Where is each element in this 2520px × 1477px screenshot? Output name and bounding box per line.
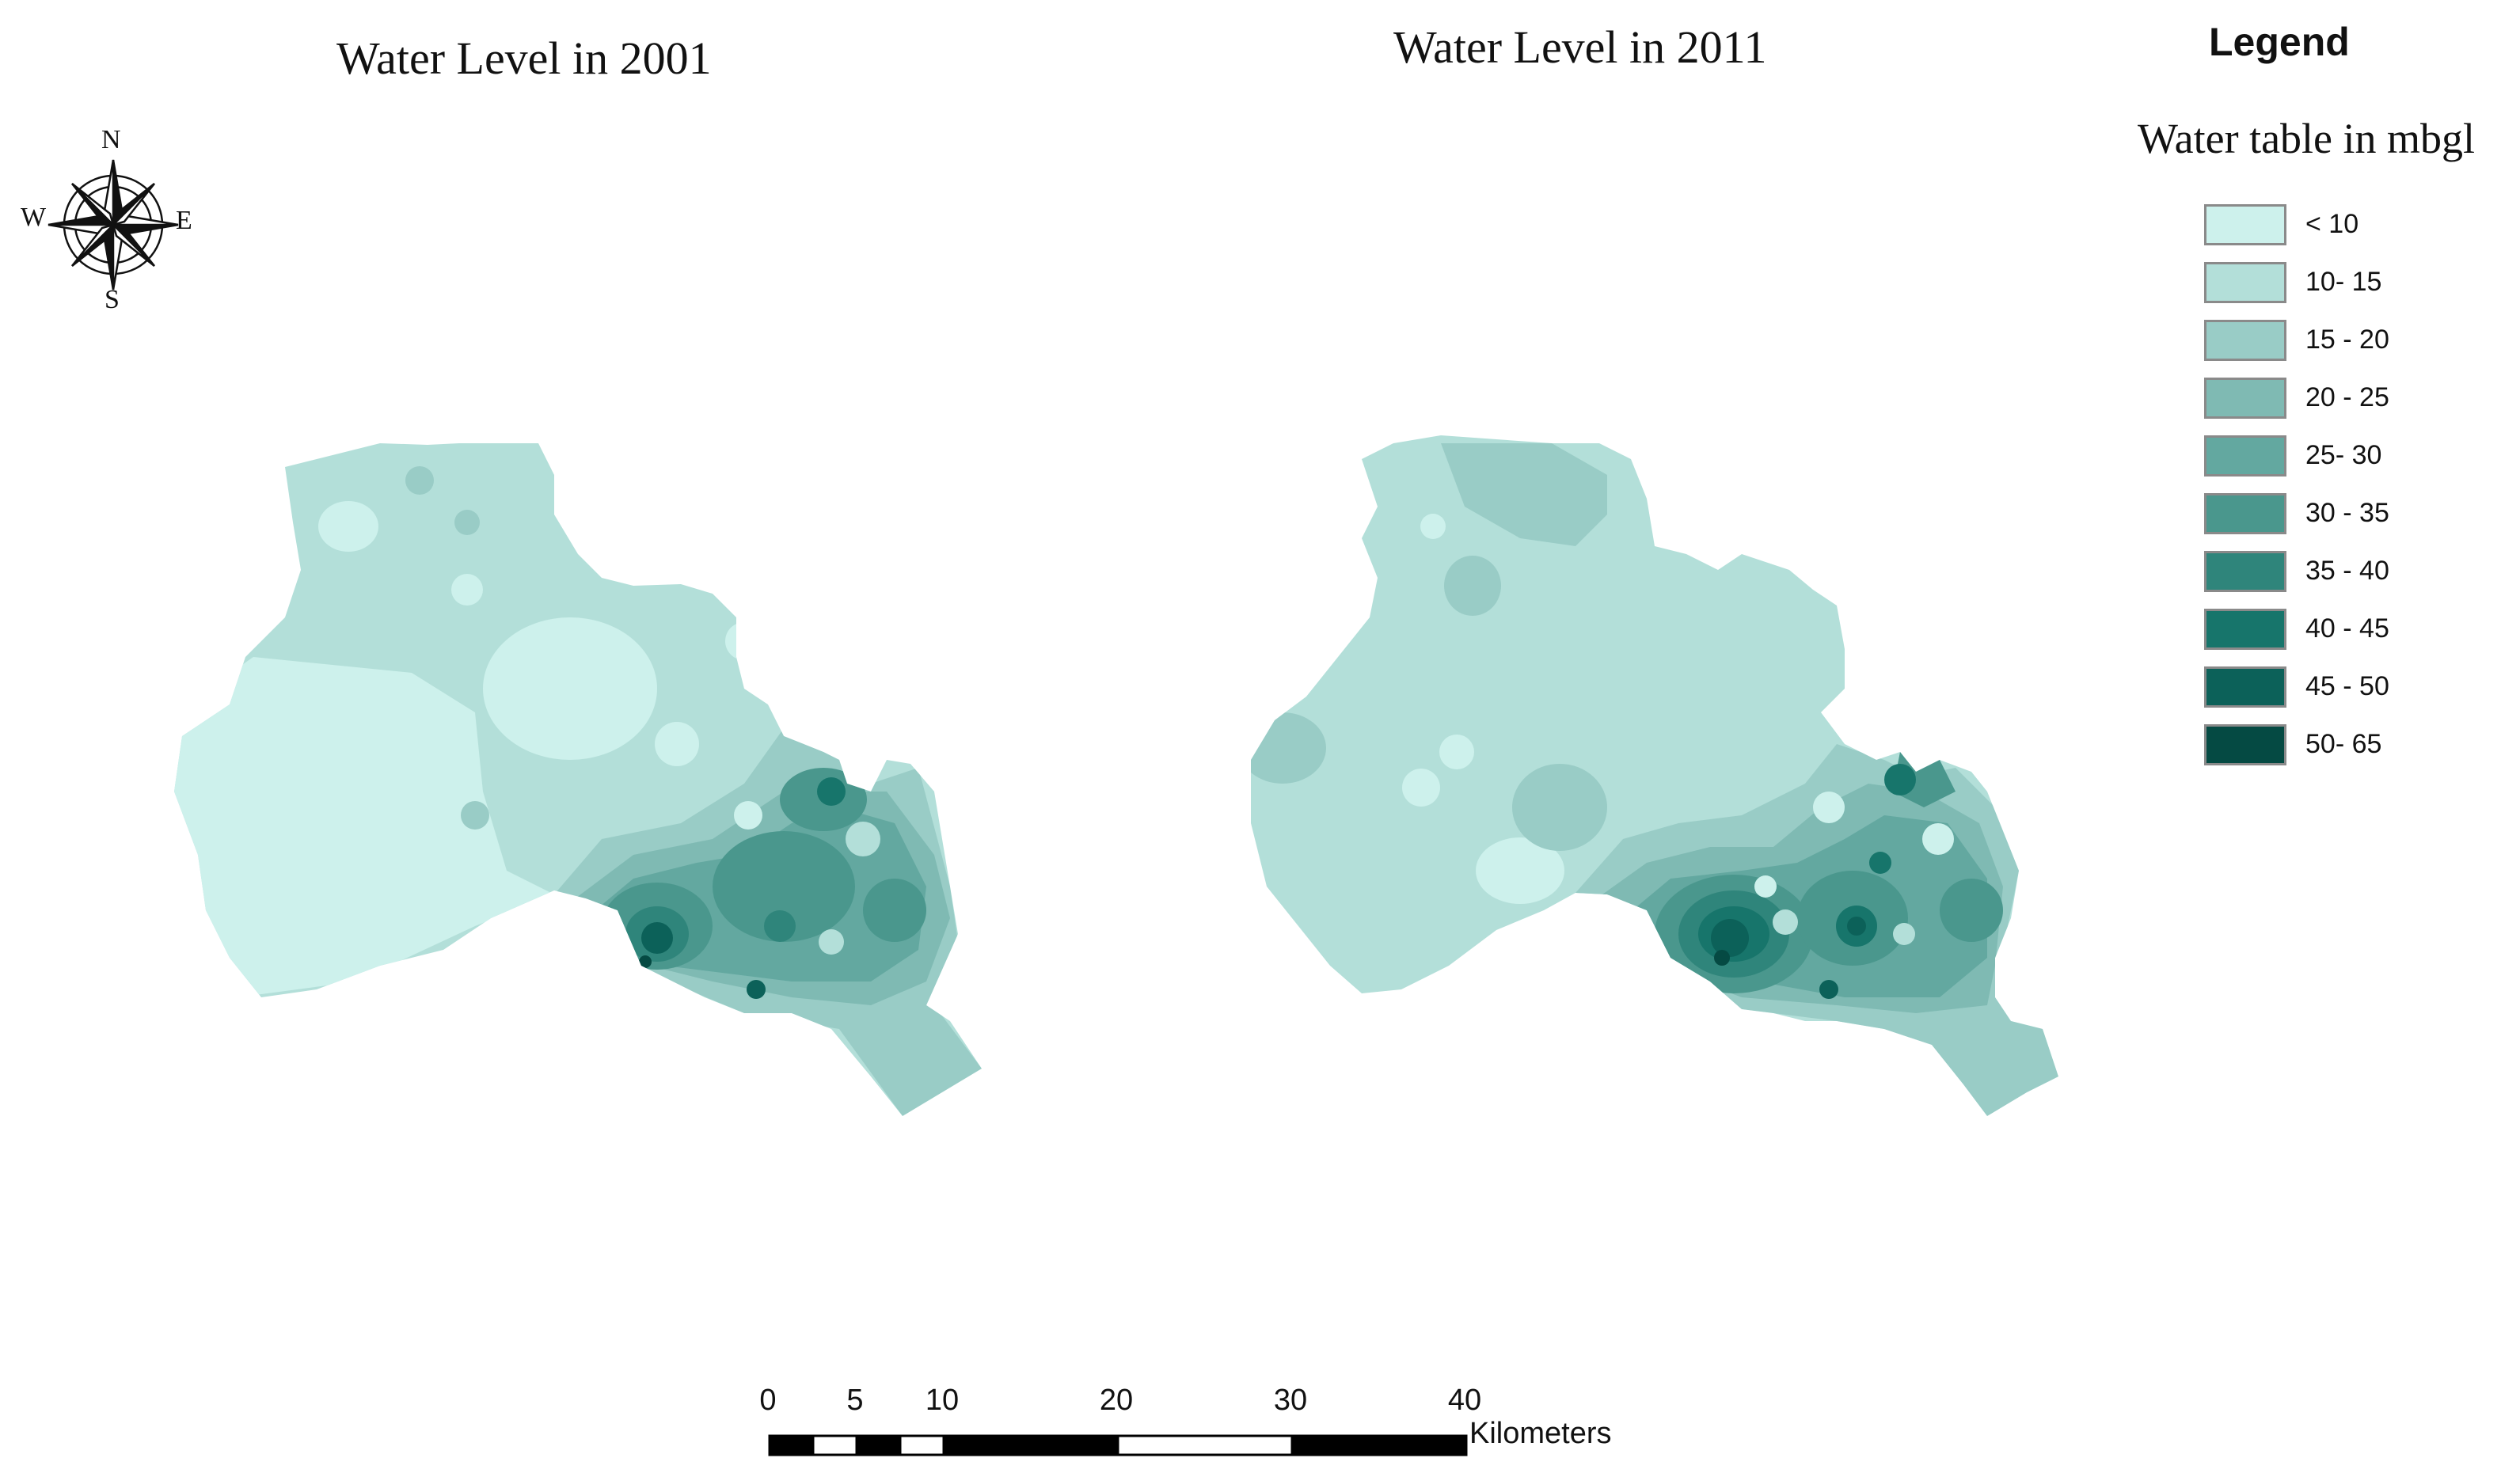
compass-west-label: W bbox=[21, 203, 47, 232]
legend-label: 40 - 45 bbox=[2305, 613, 2389, 644]
scale-tick-label: 10 bbox=[925, 1384, 960, 1417]
legend-label: 25- 30 bbox=[2305, 440, 2382, 470]
map-2001 bbox=[174, 443, 982, 1116]
legend-label: 10- 15 bbox=[2305, 267, 2382, 297]
compass-east-label: E bbox=[176, 206, 192, 235]
legend-swatch bbox=[2204, 320, 2286, 361]
legend-label: 15 - 20 bbox=[2305, 325, 2389, 355]
legend-swatch bbox=[2204, 666, 2286, 708]
scale-segment bbox=[768, 1434, 815, 1456]
legend-label: 45 - 50 bbox=[2305, 671, 2389, 701]
scale-unit-label: Kilometers bbox=[1469, 1417, 1612, 1450]
scale-segment bbox=[811, 1434, 858, 1456]
legend-swatch bbox=[2204, 724, 2286, 765]
legend-label: 50- 65 bbox=[2305, 729, 2382, 759]
map-title-2011: Water Level in 2011 bbox=[1393, 21, 1767, 73]
legend-swatch bbox=[2204, 493, 2286, 534]
legend-swatch bbox=[2204, 262, 2286, 303]
scale-tick-label: 30 bbox=[1273, 1384, 1308, 1417]
legend-label: 30 - 35 bbox=[2305, 498, 2389, 528]
north-arrow-compass: N W E S bbox=[16, 125, 198, 325]
legend-swatch bbox=[2204, 435, 2286, 477]
legend-heading: Legend bbox=[2209, 20, 2350, 64]
scale-bar: 0 5 10 20 30 40 Kilometers bbox=[759, 1384, 1647, 1471]
legend-label: < 10 bbox=[2305, 209, 2359, 239]
scale-segment bbox=[942, 1434, 1119, 1456]
legend-label: 35 - 40 bbox=[2305, 556, 2389, 586]
scale-tick-label: 0 bbox=[759, 1384, 777, 1417]
scale-segment bbox=[899, 1434, 945, 1456]
legend-swatch bbox=[2204, 551, 2286, 592]
map-2011 bbox=[1251, 435, 2058, 1116]
compass-rose-icon bbox=[48, 159, 179, 290]
map-title-2001: Water Level in 2001 bbox=[336, 32, 712, 84]
legend-swatch bbox=[2204, 204, 2286, 245]
scale-tick-label: 20 bbox=[1099, 1384, 1134, 1417]
scale-bar-segments bbox=[768, 1434, 1468, 1456]
legend-subtitle: Water table in mbgl bbox=[2138, 115, 2476, 162]
compass-south-label: S bbox=[105, 285, 120, 314]
scale-tick-label: 40 bbox=[1447, 1384, 1482, 1417]
legend-swatch bbox=[2204, 609, 2286, 650]
scale-tick-label: 5 bbox=[846, 1384, 864, 1417]
scale-segment bbox=[855, 1434, 902, 1456]
legend-label: 20 - 25 bbox=[2305, 382, 2389, 412]
scale-segment bbox=[1290, 1434, 1468, 1456]
legend-swatch bbox=[2204, 378, 2286, 419]
compass-north-label: N bbox=[101, 125, 121, 154]
scale-segment bbox=[1116, 1434, 1294, 1456]
